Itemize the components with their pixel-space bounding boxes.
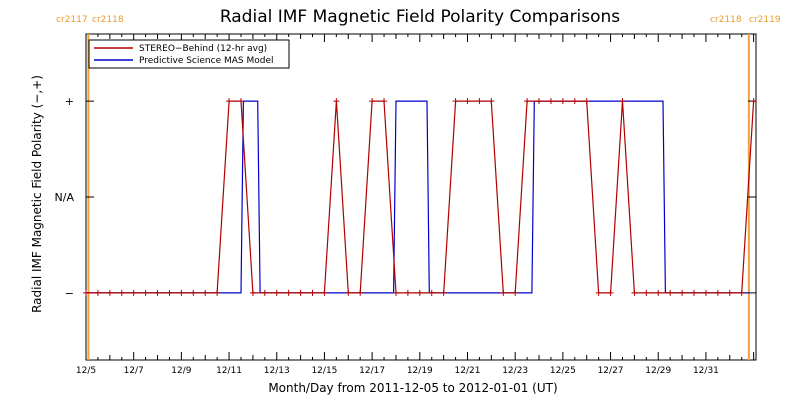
stereo-data-point — [428, 289, 435, 296]
carrington-boundaries — [87, 34, 750, 360]
x-axis-ticks: 12/5 12/7 12/9 12/11 12/13 12/15 12/17 12/19 12/… — [76, 34, 755, 376]
series-line-stereo — [86, 100, 755, 294]
x-tick-label: 12/31 — [693, 366, 719, 376]
x-tick-label: 12/19 — [407, 366, 433, 376]
stereo-data-point — [750, 98, 757, 105]
stereo-data-point — [214, 289, 221, 296]
stereo-data-point — [285, 289, 292, 296]
stereo-data-point — [321, 289, 328, 296]
stereo-data-point — [190, 289, 197, 296]
x-tick-label: 12/7 — [124, 366, 144, 376]
stereo-data-point — [595, 289, 602, 296]
stereo-data-point — [691, 289, 698, 296]
x-tick-label: 12/27 — [598, 366, 624, 376]
stereo-data-point — [512, 289, 519, 296]
carrington-label-left-after: cr2118 — [92, 15, 124, 25]
stereo-data-point — [202, 289, 209, 296]
stereo-data-point — [726, 289, 733, 296]
x-tick-label: 12/25 — [550, 366, 576, 376]
stereo-data-point — [369, 98, 376, 105]
stereo-data-point — [500, 289, 507, 296]
stereo-data-point — [643, 289, 650, 296]
legend-box — [88, 39, 290, 69]
carrington-label-right-before: cr2118 — [710, 15, 742, 25]
stereo-data-point — [667, 289, 674, 296]
x-tick-label: 12/21 — [455, 366, 481, 376]
plot-frame — [85, 33, 757, 361]
stereo-data-point — [619, 98, 626, 105]
stereo-data-point — [536, 98, 543, 105]
carrington-label-left-before: cr2117 — [56, 15, 88, 25]
series-line-model — [86, 100, 749, 294]
stereo-data-point — [559, 98, 566, 105]
stereo-data-point — [249, 289, 256, 296]
x-tick-label: 12/29 — [645, 366, 671, 376]
legend: STEREO−Behind (12-hr avg) Predictive Sci… — [88, 39, 290, 69]
stereo-data-point — [702, 289, 709, 296]
x-tick-label: 12/13 — [264, 366, 290, 376]
stereo-data-point — [631, 289, 638, 296]
x-tick-label: 12/15 — [311, 366, 337, 376]
stereo-data-point — [488, 98, 495, 105]
stereo-data-point — [154, 289, 161, 296]
stereo-data-point — [142, 289, 149, 296]
x-tick-label: 12/5 — [76, 366, 96, 376]
stereo-data-point — [166, 289, 173, 296]
stereo-data-point — [261, 289, 268, 296]
stereo-data-point — [607, 289, 614, 296]
stereo-data-point — [226, 98, 233, 105]
stereo-data-point — [237, 98, 244, 105]
stereo-data-point — [297, 289, 304, 296]
stereo-data-point — [524, 98, 531, 105]
y-axis-ticks: − N/A + — [55, 95, 756, 300]
x-tick-label: 12/11 — [216, 366, 242, 376]
stereo-data-point — [571, 98, 578, 105]
stereo-data-point — [83, 289, 89, 296]
stereo-data-point — [106, 289, 113, 296]
stereo-data-point — [583, 98, 590, 105]
stereo-data-point — [381, 98, 388, 105]
legend-label-model: Predictive Science MAS Model — [139, 56, 274, 66]
stereo-data-point — [440, 289, 447, 296]
stereo-data-point — [679, 289, 686, 296]
stereo-data-point — [273, 289, 280, 296]
stereo-data-point — [464, 98, 471, 105]
stereo-data-point — [392, 289, 399, 296]
stereo-data-point — [130, 289, 137, 296]
stereo-data-point — [333, 98, 340, 105]
stereo-data-point — [345, 289, 352, 296]
stereo-data-point — [655, 289, 662, 296]
x-tick-label: 12/17 — [359, 366, 385, 376]
stereo-data-point — [476, 98, 483, 105]
y-tick-label: − — [65, 287, 74, 300]
stereo-data-point — [416, 289, 423, 296]
stereo-data-point — [309, 289, 316, 296]
data-series — [83, 98, 757, 296]
carrington-label-right-after: cr2119 — [749, 15, 781, 25]
stereo-data-point — [452, 98, 459, 105]
stereo-data-point — [178, 289, 185, 296]
stereo-data-point — [714, 289, 721, 296]
y-tick-label: N/A — [55, 191, 75, 204]
stereo-data-point — [547, 98, 554, 105]
x-axis-label: Month/Day from 2011-12-05 to 2012-01-01 … — [268, 381, 557, 395]
y-tick-label: + — [65, 95, 74, 108]
stereo-data-point — [738, 289, 745, 296]
x-tick-label: 12/23 — [502, 366, 528, 376]
y-axis-label: Radial IMF Magnetic Field Polarity (−,+) — [30, 75, 44, 313]
chart-title: Radial IMF Magnetic Field Polarity Compa… — [220, 7, 620, 27]
stereo-data-point — [357, 289, 364, 296]
legend-label-stereo: STEREO−Behind (12-hr avg) — [139, 44, 267, 54]
stereo-data-point — [404, 289, 411, 296]
x-tick-label: 12/9 — [171, 366, 191, 376]
stereo-data-point — [94, 289, 101, 296]
stereo-data-point — [118, 289, 125, 296]
